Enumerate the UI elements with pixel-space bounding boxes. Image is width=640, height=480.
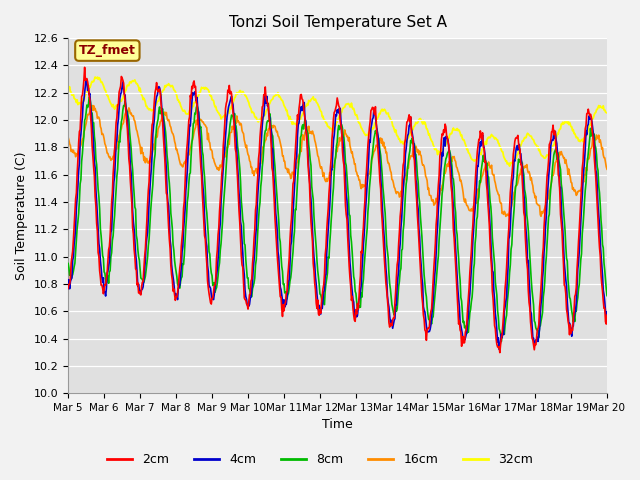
Title: Tonzi Soil Temperature Set A: Tonzi Soil Temperature Set A xyxy=(228,15,447,30)
X-axis label: Time: Time xyxy=(322,419,353,432)
Y-axis label: Soil Temperature (C): Soil Temperature (C) xyxy=(15,151,28,280)
Text: TZ_fmet: TZ_fmet xyxy=(79,44,136,57)
Legend: 2cm, 4cm, 8cm, 16cm, 32cm: 2cm, 4cm, 8cm, 16cm, 32cm xyxy=(102,448,538,471)
